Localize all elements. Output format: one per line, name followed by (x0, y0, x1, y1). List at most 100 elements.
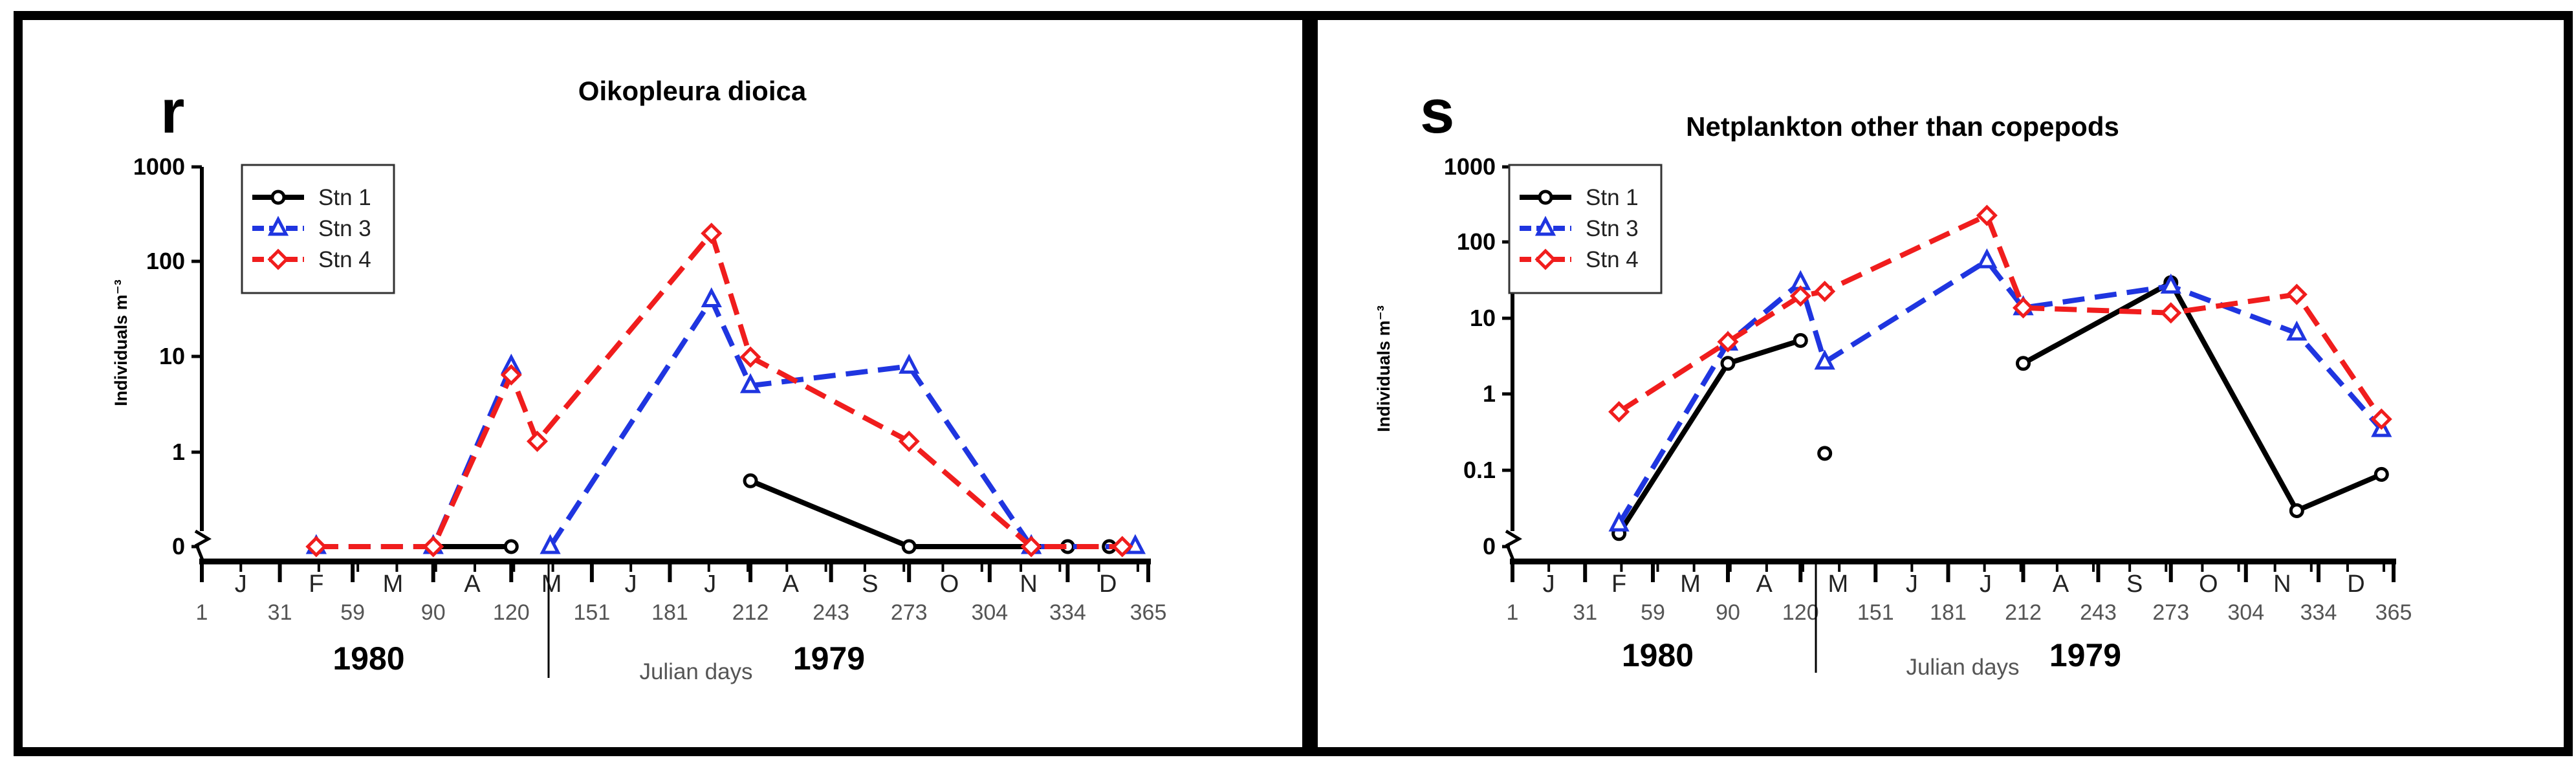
data-point (1720, 356, 1736, 371)
julian-tick-label: 212 (732, 600, 769, 625)
julian-tick-label: 1 (1507, 600, 1519, 625)
legend-label: Stn 1 (318, 185, 371, 210)
x-axis: J F M A M J J A S O N D 1 31 59 90 120 151 181 212 243 273 304… (1507, 558, 2412, 625)
data-point (2286, 320, 2308, 341)
julian-tick-label: 273 (2152, 600, 2189, 625)
julian-tick-label: 334 (1049, 600, 1086, 625)
month-label: N (2273, 571, 2291, 598)
legend-label: Stn 4 (318, 247, 371, 272)
data-point (270, 190, 286, 205)
data-point (739, 373, 761, 393)
month-label: J (1906, 571, 1918, 598)
month-label: J (1980, 571, 1992, 598)
chart-panel-r: r Oikopleura dioica10001001010Individuals… (14, 11, 1311, 756)
month-label: D (2347, 571, 2364, 598)
y-tick-label: 1 (1483, 380, 1496, 407)
julian-tick-label: 365 (1130, 600, 1167, 625)
y-tick-label: 100 (1457, 228, 1496, 255)
y-tick-label: 1 (172, 439, 185, 465)
month-label: N (1020, 571, 1037, 598)
data-point (2370, 408, 2392, 430)
x-axis-label: Julian days (639, 659, 752, 684)
julian-tick-label: 31 (268, 600, 292, 625)
data-point (1111, 536, 1133, 558)
data-point (1608, 401, 1630, 423)
data-point (1793, 332, 1808, 348)
month-label: M (1680, 571, 1701, 598)
month-label: M (541, 571, 562, 598)
julian-tick-label: 1 (196, 600, 208, 625)
legend-label: Stn 4 (1586, 247, 1639, 272)
y-tick-label: 0.1 (1463, 457, 1496, 483)
month-label: A (2053, 571, 2069, 598)
julian-tick-label: 90 (421, 600, 446, 625)
data-point (1814, 349, 1835, 370)
month-label: A (464, 571, 481, 598)
julian-tick-label: 181 (651, 600, 688, 625)
data-point (2289, 503, 2304, 518)
y-axis-break (1505, 529, 1522, 562)
chart-panel-s: s Netplankton other than copepods10001001… (1309, 11, 2573, 756)
data-point (2160, 273, 2181, 294)
y-tick-label: 10 (1470, 305, 1496, 331)
year-label-left: 1980 (1622, 637, 1694, 673)
month-label: F (309, 571, 323, 598)
y-axis-label: Individuals m⁻³ (1374, 305, 1393, 432)
month-label: J (625, 571, 637, 598)
month-label: J (1543, 571, 1555, 598)
data-point (901, 539, 917, 554)
data-point (899, 353, 920, 374)
data-point (898, 430, 920, 452)
julian-tick-label: 120 (493, 600, 530, 625)
julian-tick-label: 334 (2300, 600, 2337, 625)
legend-label: Stn 3 (318, 216, 371, 241)
y-tick-label: 1000 (1444, 153, 1496, 180)
month-label: S (2126, 571, 2143, 598)
y-tick-label: 1000 (133, 153, 185, 180)
data-point (743, 473, 758, 488)
panel-letter: r (160, 77, 184, 146)
month-label: O (940, 571, 959, 598)
panel-frame (14, 11, 1311, 756)
data-point (701, 223, 723, 245)
month-label: J (704, 571, 716, 598)
month-label: M (383, 571, 404, 598)
chart-title: Oikopleura dioica (578, 76, 807, 106)
data-point (422, 536, 444, 558)
julian-tick-label: 273 (891, 600, 928, 625)
month-label: F (1611, 571, 1626, 598)
julian-tick-label: 243 (813, 600, 849, 625)
julian-tick-label: 304 (2227, 600, 2264, 625)
julian-tick-label: 120 (1782, 600, 1819, 625)
data-point (500, 364, 522, 386)
year-label-left: 1980 (333, 640, 404, 677)
month-label: A (783, 571, 800, 598)
legend-box (1508, 164, 1663, 294)
data-point (305, 536, 327, 558)
y-tick-label: 100 (146, 248, 185, 274)
month-label: S (862, 571, 878, 598)
julian-tick-label: 151 (574, 600, 611, 625)
julian-tick-label: 59 (340, 600, 365, 625)
month-label: J (235, 571, 247, 598)
data-point (540, 534, 561, 554)
series-stn-4 (1608, 204, 2392, 430)
legend-box (241, 164, 395, 294)
data-point (1124, 534, 1146, 554)
data-point (1534, 215, 1556, 236)
legend-label: Stn 3 (1586, 216, 1639, 241)
data-point (1538, 190, 1553, 205)
y-axis-break (194, 529, 212, 562)
data-point (1976, 204, 1998, 226)
month-label: A (1756, 571, 1773, 598)
legend-label: Stn 1 (1586, 185, 1639, 210)
year-label-right: 1979 (793, 640, 865, 677)
data-point (1817, 446, 1833, 461)
data-point (1814, 280, 1836, 303)
data-point (2012, 297, 2035, 319)
data-point (2374, 466, 2389, 482)
x-axis: J F M A M J J A S O N D 1 31 59 90 120 151 181 212 243 273 304… (196, 558, 1167, 625)
y-tick-label: 10 (159, 343, 185, 369)
data-point (1534, 248, 1556, 270)
